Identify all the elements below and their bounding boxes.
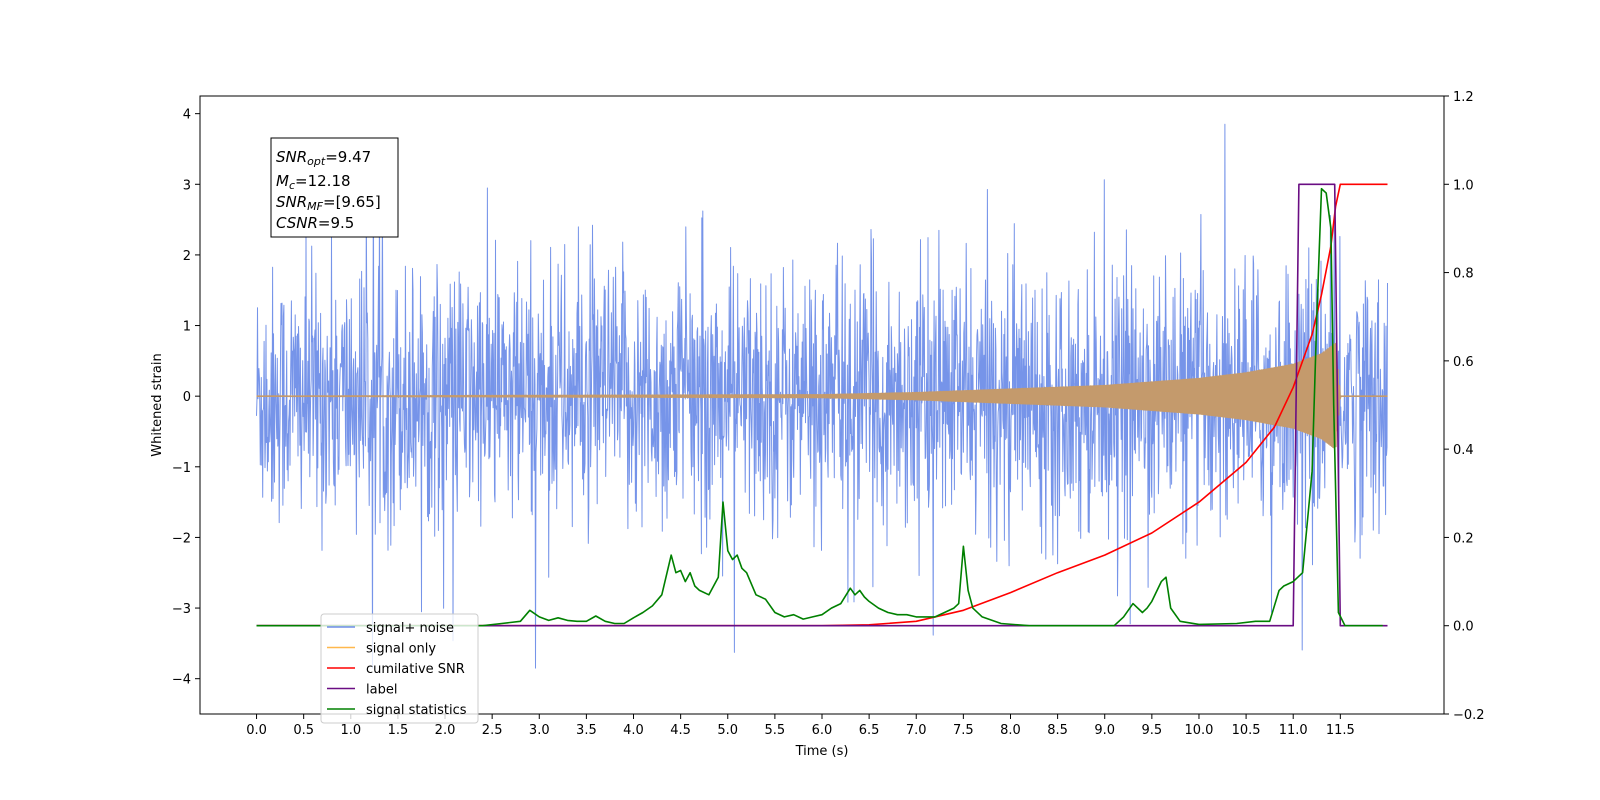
x-tick-label: 0.0 xyxy=(246,723,267,738)
annotation-box: SNRopt=9.47 Mc=12.18 SNRMF=[9.65] CSNR=9… xyxy=(270,137,399,238)
y-tick-label: 3 xyxy=(183,178,191,193)
series-layer xyxy=(256,123,1388,669)
annotation-line-snr-opt: SNRopt=9.47 xyxy=(276,148,371,168)
x-tick-label: 4.0 xyxy=(623,723,644,738)
series-signal-only xyxy=(256,342,1388,450)
y-tick-label: 2 xyxy=(183,249,191,264)
y-axis-label: Whitened strain xyxy=(150,353,165,456)
annotation-line-mc: Mc=12.18 xyxy=(276,172,351,192)
series-signal-noise xyxy=(256,123,1388,669)
annotation-line-csnr: CSNR=9.5 xyxy=(276,214,354,232)
x-tick-label: 6.0 xyxy=(812,723,833,738)
x-tick-label: 0.5 xyxy=(293,723,314,738)
x-axis: 0.0 0.5 1.0 1.5 2.0 2.5 3.0 3.5 4.0 4.5 5.0 5.5 6.0 6… xyxy=(246,714,1355,738)
legend: signal+ noise signal only cumilative SNR la… xyxy=(320,613,479,724)
legend-frame xyxy=(320,613,479,724)
x-tick-label: 7.0 xyxy=(906,723,927,738)
x-tick-label: 2.5 xyxy=(482,723,503,738)
x-tick-label: 2.0 xyxy=(435,723,456,738)
x-tick-label: 3.5 xyxy=(576,723,597,738)
y-right-tick-label: 0.6 xyxy=(1453,355,1474,370)
y-tick-label: 0 xyxy=(183,390,191,405)
x-tick-label: 11.5 xyxy=(1326,723,1355,738)
y-tick-label: −1 xyxy=(172,461,191,476)
annotation-line-snr-mf: SNRMF=[9.65] xyxy=(276,193,381,213)
x-tick-label: 6.5 xyxy=(859,723,880,738)
x-tick-label: 3.0 xyxy=(529,723,550,738)
y-tick-label: 1 xyxy=(183,320,191,335)
series-signal-statistics xyxy=(256,187,1383,627)
legend-label-cumilative-snr: cumilative SNR xyxy=(366,662,465,677)
y-tick-label: −4 xyxy=(172,673,191,688)
x-tick-label: 7.5 xyxy=(953,723,974,738)
x-tick-label: 5.0 xyxy=(717,723,738,738)
legend-label-signal-statistics: signal statistics xyxy=(366,703,467,718)
x-tick-label: 5.5 xyxy=(765,723,786,738)
x-tick-label: 9.0 xyxy=(1094,723,1115,738)
y-tick-label: 4 xyxy=(183,108,191,123)
x-tick-label: 10.0 xyxy=(1184,723,1213,738)
y-axis-right: −0.2 0.0 0.2 0.4 0.6 0.8 1.0 1.2 xyxy=(1444,90,1485,723)
x-tick-label: 1.5 xyxy=(388,723,409,738)
legend-label-label: label xyxy=(366,683,397,698)
legend-label-signal-only: signal only xyxy=(366,642,436,657)
y-tick-label: −2 xyxy=(172,531,191,546)
legend-label-signal-noise: signal+ noise xyxy=(366,621,454,636)
x-tick-label: 8.5 xyxy=(1047,723,1068,738)
y-right-tick-label: 0.2 xyxy=(1453,531,1474,546)
y-tick-label: −3 xyxy=(172,602,191,617)
x-tick-label: 11.0 xyxy=(1279,723,1308,738)
y-axis-left: −4 −3 −2 −1 0 1 2 3 4 xyxy=(172,108,200,688)
x-tick-label: 8.0 xyxy=(1000,723,1021,738)
x-axis-label: Time (s) xyxy=(795,744,849,759)
x-tick-label: 10.5 xyxy=(1232,723,1261,738)
x-tick-label: 9.5 xyxy=(1142,723,1163,738)
y-right-tick-label: −0.2 xyxy=(1453,708,1485,723)
y-right-tick-label: 0.4 xyxy=(1453,443,1474,458)
x-tick-label: 1.0 xyxy=(340,723,361,738)
y-right-tick-label: 1.2 xyxy=(1453,90,1474,105)
y-right-tick-label: 1.0 xyxy=(1453,178,1474,193)
y-right-tick-label: 0.8 xyxy=(1453,267,1474,282)
y-right-tick-label: 0.0 xyxy=(1453,620,1474,635)
annotation-frame xyxy=(270,137,399,238)
x-tick-label: 4.5 xyxy=(670,723,691,738)
